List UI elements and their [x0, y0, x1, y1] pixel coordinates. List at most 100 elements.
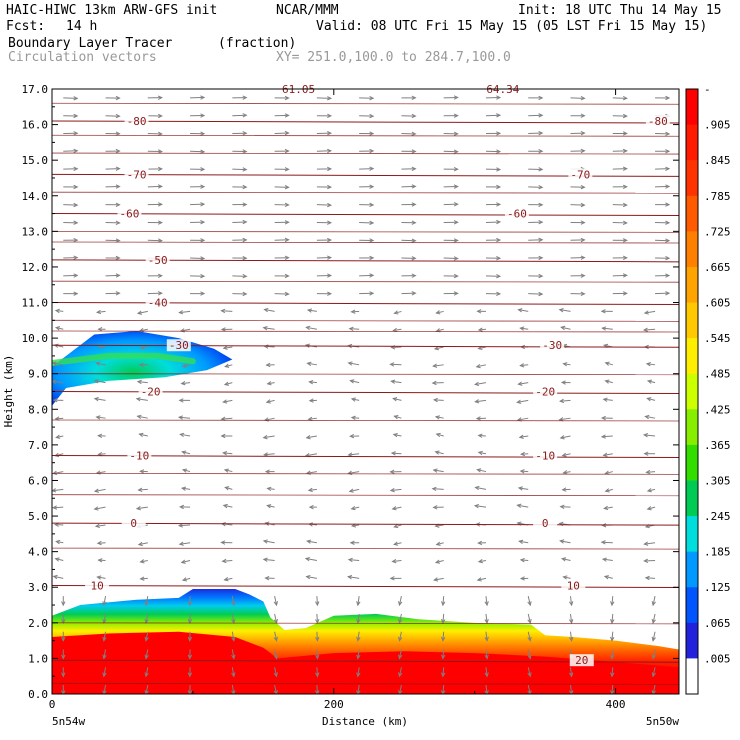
vector-arrowhead: [411, 166, 417, 172]
vector-arrow: [274, 596, 278, 606]
vector-arrow: [145, 667, 149, 677]
vector-arrow: [348, 453, 360, 456]
vector-arrowhead: [518, 539, 524, 544]
vector-arrowhead: [231, 636, 236, 642]
vector-arrowhead: [327, 131, 333, 136]
vector-arrowhead: [157, 184, 163, 189]
contour-label-bg: [138, 385, 163, 398]
vector-arrow: [307, 309, 317, 312]
vector-arrowhead: [284, 291, 290, 297]
vector-arrowhead: [73, 184, 79, 190]
vector-arrowhead: [538, 95, 544, 101]
vector-arrowhead: [392, 397, 398, 402]
vector-arrow: [520, 559, 529, 562]
field-name: Boundary Layer Tracer: [8, 36, 173, 51]
vector-arrowhead: [389, 362, 395, 367]
vector-arrow: [611, 667, 614, 677]
vector-arrowhead: [181, 450, 187, 455]
y-tick-label: 0.0: [28, 688, 48, 701]
vector-arrowhead: [97, 558, 103, 563]
colorbar-swatch: [686, 160, 698, 197]
vector-arrowhead: [73, 96, 79, 101]
vector-arrow: [305, 453, 317, 457]
vector-arrowhead: [306, 539, 312, 544]
contour-label-bg: [85, 579, 110, 592]
vector-arrowhead: [327, 166, 333, 172]
vector-arrowhead: [496, 237, 502, 243]
vector-arrow: [604, 506, 613, 509]
vector-arrowhead: [474, 381, 480, 387]
vector-arrow: [231, 596, 235, 606]
vector-arrow: [485, 613, 488, 623]
y-tick-label: 10.0: [22, 332, 49, 345]
vector-arrow: [562, 558, 571, 562]
vector-arrow: [563, 471, 571, 474]
vector-arrowhead: [434, 450, 440, 455]
contour-label: -60: [120, 208, 140, 221]
vector-arrowhead: [178, 310, 184, 315]
vector-arrow: [357, 667, 360, 677]
vector-arrowhead: [651, 672, 656, 678]
colorbar-label: .725: [704, 225, 731, 238]
temperature-contour-minor: [52, 134, 679, 137]
vector-arrowhead: [73, 238, 79, 243]
vector-arrow: [52, 488, 64, 492]
forecast-hour: 14 h: [66, 19, 98, 34]
vector-arrowhead: [220, 327, 226, 332]
vector-arrowhead: [262, 325, 268, 331]
vector-arrow: [435, 524, 444, 527]
vector-arrowhead: [157, 95, 163, 100]
vector-arrowhead: [266, 504, 272, 509]
vector-arrowhead: [484, 690, 489, 694]
vector-arrow: [52, 380, 64, 384]
vector-arrowhead: [538, 291, 544, 297]
vector-arrowhead: [138, 362, 144, 368]
vector-arrowhead: [315, 636, 320, 642]
vector-arrowhead: [646, 488, 652, 493]
vector-arrow: [644, 434, 656, 437]
vector-arrow: [145, 596, 149, 606]
vector-arrowhead: [665, 220, 671, 225]
vector-arrowhead: [327, 202, 333, 208]
vector-arrowhead: [144, 636, 149, 642]
vector-arrow: [560, 399, 571, 402]
vector-arrowhead: [97, 433, 103, 439]
colorbar-swatch: [686, 266, 698, 304]
colorbar-label: .365: [704, 439, 731, 452]
colorbar-label: .065: [704, 617, 731, 630]
vector-arrow: [264, 417, 275, 421]
vector-arrow: [527, 631, 531, 641]
vector-arrow: [97, 542, 106, 544]
vector-arrowhead: [179, 432, 185, 438]
contour-label: -10: [535, 450, 555, 463]
vector-arrow: [527, 596, 531, 606]
vector-arrowhead: [398, 672, 403, 678]
vector-arrow: [348, 559, 360, 562]
vector-arrow: [398, 613, 402, 624]
vector-arrowhead: [187, 654, 193, 660]
vector-arrowhead: [520, 451, 526, 457]
vector-arrow: [518, 487, 529, 490]
vector-arrowhead: [200, 131, 206, 136]
vector-arrowhead: [369, 131, 375, 136]
vector-arrow: [316, 667, 318, 677]
vector-arrowhead: [224, 486, 230, 491]
vector-arrow: [231, 649, 235, 659]
temperature-contour: [52, 344, 679, 348]
vector-arrowhead: [307, 487, 313, 493]
colorbar-label: .125: [704, 581, 731, 594]
vector-arrowhead: [93, 506, 99, 511]
vector-arrowhead: [242, 255, 248, 261]
x-tick-label: 200: [324, 698, 344, 711]
vector-arrowhead: [61, 672, 66, 678]
colorbar-swatch: [686, 302, 698, 339]
vector-arrowhead: [356, 601, 361, 607]
vector-arrow: [136, 506, 148, 510]
vector-arrow: [476, 364, 487, 368]
vector-arrowhead: [139, 559, 145, 564]
vector-arrow: [145, 613, 149, 624]
contour-label: 10: [567, 579, 580, 592]
vector-arrowhead: [484, 601, 489, 607]
vector-arrowhead: [356, 672, 361, 678]
vector-arrow: [478, 451, 487, 455]
